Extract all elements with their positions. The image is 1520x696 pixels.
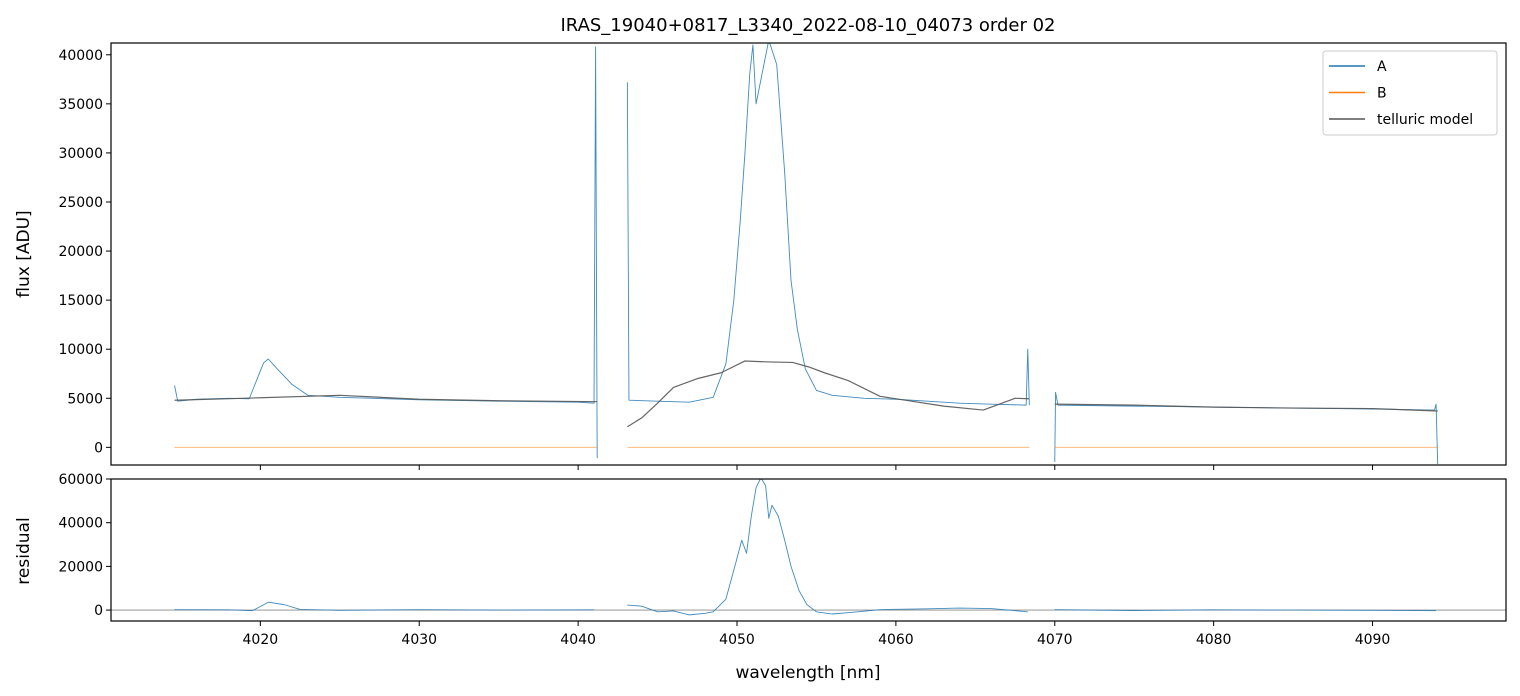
flux-y-tick-label: 30000 [58,146,103,162]
residual-x-tick-label: 4060 [878,632,914,648]
flux-y-tick-label: 15000 [58,293,103,309]
residual-axes-frame [110,478,1507,622]
legend-box [1322,50,1498,136]
flux-y-tick-label: 25000 [58,195,103,211]
residual-y-tick-label: 20000 [58,559,103,575]
residual-panel: 0 20000 40000 60000 4020 4030 4040 4050 4060 4070… [58,472,1507,648]
residual-y-tick-label: 60000 [58,472,103,488]
flux-y-tick-label: 0 [94,440,103,456]
flux-y-tick-label: 20000 [58,244,103,260]
flux-y-axis-label: flux [ADU] [14,210,34,297]
legend-label-b: B [1377,86,1387,102]
residual-series-residual [174,479,1437,616]
residual-x-tick-label: 4020 [243,632,279,648]
chart-title: IRAS_19040+0817_L3340_2022-08-10_04073 o… [560,15,1055,36]
flux-series-telluric-model [174,360,1438,428]
residual-y-axis-label: residual [14,517,34,584]
x-axis-label: wavelength [nm] [735,663,880,683]
flux-axes-frame [110,42,1507,466]
flux-plot-area [174,43,1439,465]
residual-plot-area [111,479,1506,616]
flux-y-tick-label: 35000 [58,97,103,113]
residual-x-tick-label: 4070 [1037,632,1073,648]
flux-y-tick-label: 10000 [58,342,103,358]
flux-y-tick-label: 5000 [67,391,103,407]
flux-series-a [174,43,1439,465]
flux-y-tick-label: 40000 [58,48,103,64]
residual-y-tick-label: 0 [94,603,103,619]
legend-label-a: A [1377,59,1387,75]
residual-x-tick-label: 4040 [560,632,596,648]
flux-panel: 0 5000 10000 15000 20000 25000 30000 35000 40000 [58,42,1507,470]
residual-y-tick-label: 40000 [58,516,103,532]
legend-label-telluric-model: telluric model [1377,112,1473,128]
residual-x-tick-label: 4050 [719,632,755,648]
residual-x-tick-label: 4080 [1196,632,1232,648]
residual-x-tick-label: 4030 [401,632,437,648]
residual-x-tick-label: 4090 [1355,632,1391,648]
